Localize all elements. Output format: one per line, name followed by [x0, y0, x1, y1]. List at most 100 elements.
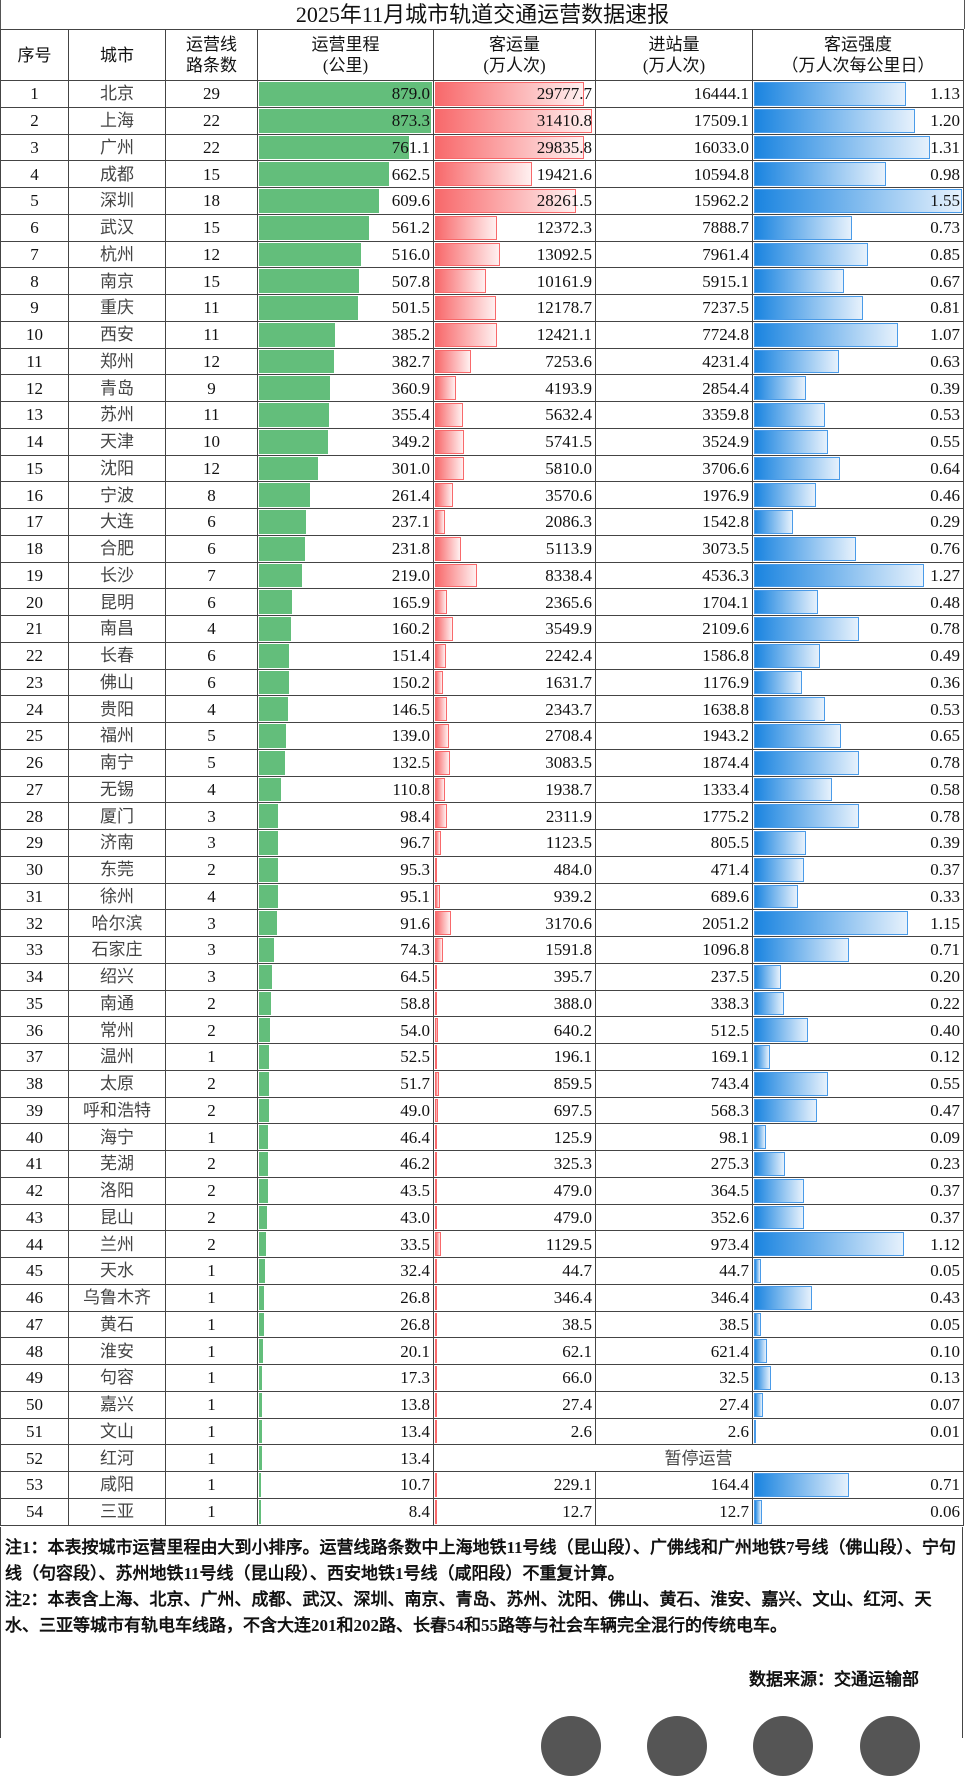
lines-cell-value: 15 [203, 164, 220, 184]
intensity-cell: 0.76 [752, 534, 964, 563]
entries-cell: 7961.4 [595, 240, 753, 269]
entries-cell-value: 3359.8 [702, 405, 749, 425]
city-cell: 昆山 [68, 1203, 166, 1232]
mileage-cell-bar [259, 964, 272, 989]
ridership-cell: 3570.6 [433, 481, 596, 509]
intensity-cell-bar [754, 804, 859, 828]
entries-cell: 2109.6 [595, 615, 753, 643]
ridership-cell-bar [435, 617, 453, 641]
index-cell: 25 [0, 722, 69, 750]
intensity-cell: 0.65 [752, 722, 964, 750]
ridership-cell-bar [435, 1125, 437, 1149]
intensity-cell-bar [754, 1178, 804, 1203]
entries-cell: 1874.4 [595, 748, 753, 777]
index-cell: 11 [0, 347, 69, 376]
lines-cell-value: 2 [207, 1207, 216, 1227]
lines-cell-value: 8 [207, 485, 216, 505]
page-title: 2025年11月城市轨道交通运营数据速报 [0, 0, 965, 29]
index-cell-value: 42 [26, 1181, 43, 1201]
mileage-cell-value: 64.5 [400, 967, 430, 987]
index-cell-value: 39 [26, 1100, 43, 1120]
table-row: 17 大连 6 237.1 2086.3 1542.8 0.29 [0, 508, 964, 536]
city-cell: 天水 [68, 1257, 166, 1285]
lines-cell-value: 4 [207, 619, 216, 639]
index-cell: 29 [0, 829, 69, 857]
city-cell: 长沙 [68, 561, 166, 590]
table-row: 5 深圳 18 609.6 28261.5 15962.2 1.55 [0, 187, 964, 215]
index-cell-value: 49 [26, 1368, 43, 1388]
city-cell-value: 重庆 [100, 298, 134, 318]
ridership-cell: 3170.6 [433, 909, 596, 937]
lines-cell: 15 [165, 213, 258, 242]
lines-cell: 2 [165, 989, 258, 1018]
ridership-cell: 2242.4 [433, 641, 596, 670]
index-cell-value: 17 [26, 512, 43, 532]
lines-cell: 1 [165, 1364, 258, 1392]
mileage-cell-value: 501.5 [391, 298, 430, 318]
index-cell-value: 33 [26, 940, 43, 960]
mileage-cell: 150.2 [257, 668, 434, 697]
entries-cell-value: 1943.2 [702, 726, 749, 746]
city-cell: 海宁 [68, 1123, 166, 1151]
index-cell-value: 13 [26, 405, 43, 425]
ridership-cell-bar [435, 991, 437, 1016]
lines-cell: 18 [165, 187, 258, 215]
intensity-cell: 0.53 [752, 695, 964, 723]
intensity-cell-bar [754, 296, 863, 320]
intensity-cell-bar [754, 1205, 804, 1230]
ridership-cell-value: 62.1 [562, 1341, 592, 1361]
intensity-cell-value: 0.71 [930, 1475, 960, 1495]
ridership-cell-bar [435, 1098, 439, 1123]
city-cell: 哈尔滨 [68, 909, 166, 937]
city-cell-value: 福州 [100, 726, 134, 746]
note-1: 注1：本表按城市运营里程由大到小排序。运营线路条数中上海地铁11号线（昆山段）、… [5, 1538, 957, 1583]
entries-cell-value: 621.4 [710, 1341, 749, 1361]
entries-cell: 169.1 [595, 1043, 753, 1071]
mileage-cell: 91.6 [257, 909, 434, 937]
table-row: 43 昆山 2 43.0 479.0 352.6 0.37 [0, 1203, 964, 1232]
lines-cell-value: 1 [207, 1127, 216, 1147]
city-cell-value: 长春 [100, 646, 134, 666]
city-cell: 西安 [68, 320, 166, 349]
entries-cell: 1704.1 [595, 588, 753, 616]
intensity-cell-bar [754, 1312, 761, 1337]
index-cell: 22 [0, 641, 69, 670]
mileage-cell-value: 43.0 [400, 1207, 430, 1227]
city-cell-value: 咸阳 [100, 1475, 134, 1495]
lines-cell: 6 [165, 508, 258, 536]
entries-cell: 973.4 [595, 1230, 753, 1258]
mileage-cell-value: 26.8 [400, 1288, 430, 1308]
mileage-cell: 561.2 [257, 213, 434, 242]
mileage-cell-value: 20.1 [400, 1341, 430, 1361]
ridership-cell: 5632.4 [433, 401, 596, 429]
intensity-cell-value: 0.06 [930, 1502, 960, 1522]
lines-cell: 7 [165, 561, 258, 590]
entries-cell: 1542.8 [595, 508, 753, 536]
entries-cell: 1943.2 [595, 722, 753, 750]
index-cell-value: 18 [26, 539, 43, 559]
city-cell: 呼和浩特 [68, 1096, 166, 1125]
mileage-cell-value: 150.2 [391, 672, 430, 692]
lines-cell: 3 [165, 909, 258, 937]
intensity-cell: 0.37 [752, 855, 964, 884]
intensity-cell: 1.55 [752, 187, 964, 215]
city-cell-value: 上海 [100, 111, 134, 131]
ridership-cell-bar [435, 590, 447, 614]
lines-cell: 4 [165, 695, 258, 723]
mileage-cell-value: 58.8 [400, 993, 430, 1013]
intensity-cell: 0.33 [752, 882, 964, 911]
mileage-cell: 13.8 [257, 1390, 434, 1419]
city-cell: 嘉兴 [68, 1390, 166, 1419]
city-cell: 合肥 [68, 534, 166, 563]
mileage-cell: 139.0 [257, 722, 434, 750]
index-cell-value: 9 [30, 298, 39, 318]
index-cell-value: 12 [26, 378, 43, 398]
lines-cell-value: 2 [207, 1020, 216, 1040]
intensity-cell: 1.15 [752, 909, 964, 937]
ridership-cell-value: 5632.4 [545, 405, 592, 425]
intensity-cell-value: 0.23 [930, 1154, 960, 1174]
mileage-cell-bar [259, 1071, 270, 1096]
ridership-cell-bar [435, 1259, 437, 1283]
entries-cell-value: 44.7 [719, 1261, 749, 1281]
lines-cell: 12 [165, 454, 258, 483]
